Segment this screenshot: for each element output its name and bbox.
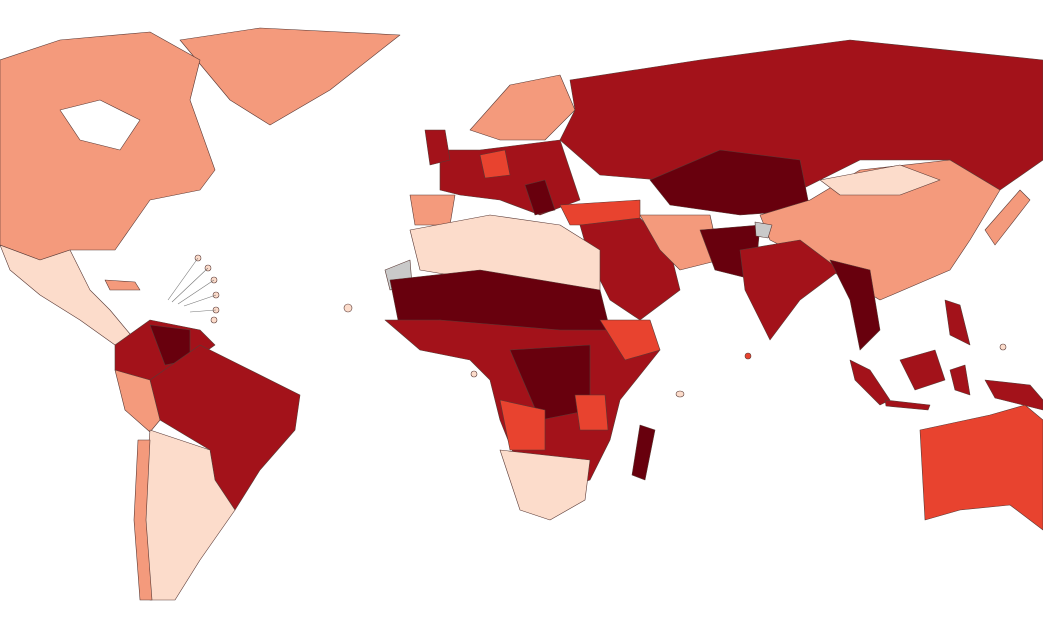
island	[470, 370, 478, 378]
borneo	[899, 349, 946, 391]
southeast-asia	[829, 259, 881, 351]
philippines	[944, 299, 971, 346]
hudson-bay	[59, 99, 141, 151]
java	[884, 399, 931, 411]
balkans	[524, 179, 556, 216]
greenland	[179, 27, 401, 126]
leader-line	[189, 309, 217, 313]
caribbean	[104, 279, 141, 291]
russia	[559, 39, 1043, 191]
chile	[133, 439, 153, 601]
peru	[114, 369, 161, 433]
ethiopia	[599, 319, 661, 361]
india	[739, 239, 841, 341]
central-europe	[479, 149, 511, 179]
island	[210, 316, 218, 324]
japan	[984, 189, 1031, 246]
island	[343, 303, 353, 313]
leader-line	[167, 257, 199, 301]
kashmir	[754, 221, 773, 239]
island	[999, 343, 1007, 351]
iberia	[409, 194, 456, 226]
sulawesi	[949, 364, 971, 396]
tanzania	[574, 394, 609, 431]
southern-africa	[499, 449, 591, 521]
sumatra	[849, 359, 891, 406]
angola	[499, 399, 546, 451]
leader-line	[177, 279, 215, 305]
iran	[639, 214, 721, 271]
madagascar	[631, 424, 656, 481]
island	[675, 390, 685, 398]
central-america	[0, 244, 136, 346]
island	[744, 352, 752, 360]
europe	[439, 139, 581, 216]
australia	[919, 404, 1043, 531]
mongolia	[819, 164, 941, 196]
new-guinea	[984, 379, 1043, 411]
leader-line	[183, 294, 217, 307]
leader-line	[171, 267, 209, 303]
scandinavia	[469, 74, 576, 141]
brazil	[149, 344, 301, 511]
uk	[424, 129, 451, 166]
